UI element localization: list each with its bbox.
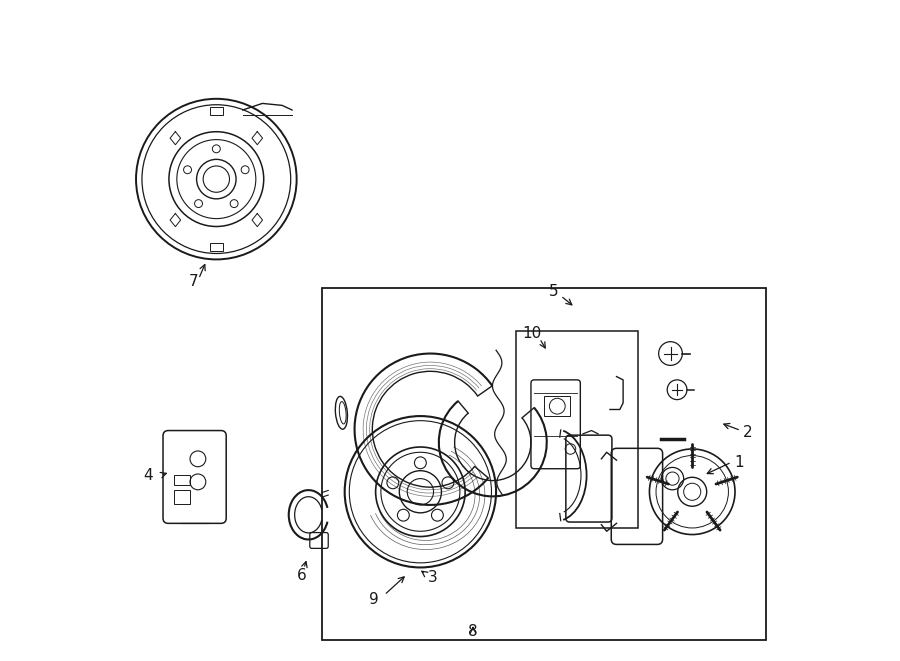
Text: 1: 1 xyxy=(734,455,744,470)
Bar xyxy=(516,330,637,528)
Text: 3: 3 xyxy=(428,570,437,585)
Bar xyxy=(544,397,571,416)
Text: 6: 6 xyxy=(297,568,307,583)
Text: 8: 8 xyxy=(468,625,478,639)
Text: 10: 10 xyxy=(523,327,542,341)
Bar xyxy=(174,475,190,485)
Text: 9: 9 xyxy=(369,592,379,607)
Bar xyxy=(174,490,190,504)
Bar xyxy=(210,107,223,115)
Text: 5: 5 xyxy=(548,284,558,299)
Text: 2: 2 xyxy=(742,425,752,440)
Text: 4: 4 xyxy=(144,468,153,483)
Bar xyxy=(321,288,766,640)
Bar xyxy=(210,243,223,251)
Text: 7: 7 xyxy=(188,274,198,289)
